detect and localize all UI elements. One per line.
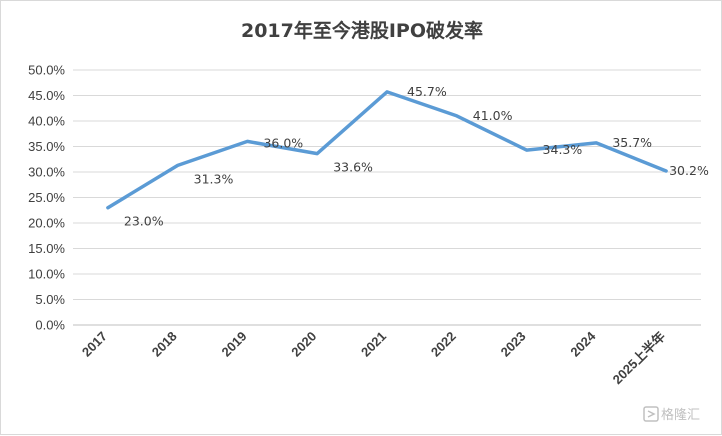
x-tick-label: 2020 <box>288 329 319 360</box>
data-label: 31.3% <box>194 171 234 186</box>
data-label: 23.0% <box>124 214 164 229</box>
data-label: 35.7% <box>612 135 652 150</box>
y-tick-label: 30.0% <box>28 165 65 180</box>
x-tick-label: 2019 <box>219 329 250 360</box>
data-label: 33.6% <box>333 160 373 175</box>
y-tick-label: 35.0% <box>28 139 65 154</box>
data-label: 36.0% <box>263 135 303 150</box>
x-tick-label: 2024 <box>567 328 599 360</box>
x-axis-ticks: 2017 2018 2019 2020 2021 2022 2023 2024 2025上半年 <box>79 328 668 387</box>
data-label: 30.2% <box>669 163 709 178</box>
y-axis-ticks: 0.0% 5.0% 10.0% 15.0% 20.0% 25.0% 30.0% 35.0% 40… <box>28 63 65 333</box>
series-layer <box>106 90 668 210</box>
y-tick-label: 40.0% <box>28 114 65 129</box>
x-tick-label: 2018 <box>149 329 180 360</box>
y-tick-label: 10.0% <box>28 267 65 282</box>
data-label: 41.0% <box>473 108 513 123</box>
y-tick-label: 45.0% <box>28 88 65 103</box>
watermark: 格隆汇 <box>643 406 700 423</box>
y-tick-label: 15.0% <box>28 241 65 256</box>
x-tick-label: 2023 <box>498 329 529 360</box>
y-tick-label: 5.0% <box>35 292 65 307</box>
y-tick-label: 25.0% <box>28 190 65 205</box>
y-tick-label: 50.0% <box>28 63 65 78</box>
x-tick-label: 2021 <box>358 329 389 360</box>
logo-icon <box>643 406 659 422</box>
x-tick-label: 2017 <box>79 329 110 360</box>
chart-title: 2017年至今港股IPO破发率 <box>241 19 483 42</box>
x-tick-label: 2025上半年 <box>610 329 669 388</box>
watermark-text: 格隆汇 <box>661 407 700 423</box>
y-tick-label: 0.0% <box>35 318 65 333</box>
x-tick-label: 2022 <box>428 329 459 360</box>
data-label: 34.3% <box>543 142 583 157</box>
y-tick-label: 20.0% <box>28 216 65 231</box>
grid-lines <box>73 69 701 326</box>
series-line <box>106 90 668 210</box>
data-label: 45.7% <box>407 84 447 99</box>
data-labels: 23.0% 31.3% 36.0% 33.6% 45.7% 41.0% 34.3% 35.7%… <box>124 84 709 229</box>
